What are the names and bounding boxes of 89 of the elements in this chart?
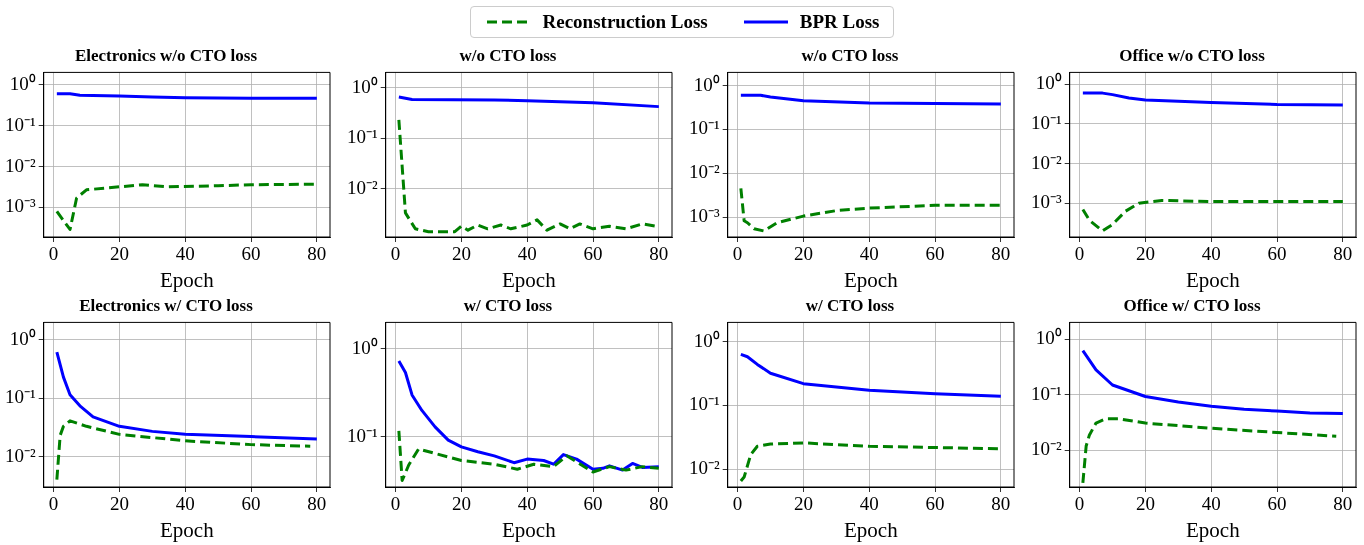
x-tick-label: 80	[307, 243, 327, 265]
x-axis-title: Epoch	[502, 517, 557, 542]
x-axis-title: Epoch	[1186, 517, 1241, 542]
x-tick-label: 60	[925, 243, 945, 265]
x-tick-label: 20	[793, 493, 813, 515]
y-tick-label: 10⁰	[9, 72, 36, 94]
y-tick-label: 10⁻¹	[346, 126, 378, 148]
y-tick-label: 10⁻³	[1030, 191, 1062, 213]
x-tick-label: 80	[649, 243, 669, 265]
y-tick-label: 10⁻²	[1030, 438, 1062, 460]
y-tick-label: 10⁻²	[4, 154, 36, 176]
legend-label: BPR Loss	[799, 11, 880, 33]
y-tick-label: 10⁰	[1035, 72, 1062, 94]
x-tick-label: 0	[1074, 243, 1085, 265]
chart-title: Electronics w/ CTO loss	[79, 295, 254, 315]
x-tick-label: 20	[1135, 243, 1155, 265]
y-tick-label: 10⁰	[351, 336, 378, 358]
y-tick-label: 10⁻¹	[1030, 111, 1062, 133]
x-tick-label: 40	[1201, 493, 1221, 515]
x-tick-label: 0	[390, 493, 401, 515]
x-tick-label: 20	[109, 243, 129, 265]
x-tick-label: 40	[859, 493, 879, 515]
x-tick-label: 60	[241, 493, 261, 515]
y-tick-label: 10⁻¹	[346, 424, 378, 446]
x-axis-title: Epoch	[844, 267, 899, 292]
chart-title: Electronics w/o CTO loss	[74, 45, 258, 65]
y-tick-label: 10⁻²	[688, 457, 720, 479]
chart-title: Office w/o CTO loss	[1119, 45, 1266, 65]
chart-title: Office w/ CTO loss	[1123, 295, 1261, 315]
x-axis-title: Epoch	[844, 517, 899, 542]
x-tick-label: 20	[451, 243, 471, 265]
y-tick-label: 10⁻²	[688, 161, 720, 183]
y-tick-label: 10⁻¹	[4, 113, 36, 135]
line-series	[1081, 417, 1338, 485]
y-tick-label: 10⁻³	[4, 195, 36, 217]
x-tick-label: 80	[649, 493, 669, 515]
x-tick-label: 0	[1074, 493, 1085, 515]
x-tick-label: 60	[925, 493, 945, 515]
y-tick-label: 10⁻³	[688, 205, 720, 227]
line-series	[55, 419, 312, 482]
line-series	[397, 429, 661, 482]
x-tick-label: 0	[732, 493, 743, 515]
x-tick-label: 20	[793, 243, 813, 265]
x-tick-label: 80	[307, 493, 327, 515]
x-tick-label: 60	[583, 493, 603, 515]
legend-label: Reconstruction Loss	[542, 11, 708, 33]
y-tick-label: 10⁰	[693, 73, 720, 95]
x-tick-label: 20	[451, 493, 471, 515]
x-axis-title: Epoch	[502, 267, 557, 292]
x-axis-title: Epoch	[1186, 267, 1241, 292]
x-tick-label: 40	[175, 493, 195, 515]
x-tick-label: 0	[48, 243, 59, 265]
line-series	[739, 186, 1003, 233]
y-tick-label: 10⁻¹	[688, 117, 720, 139]
x-tick-label: 60	[1267, 243, 1287, 265]
x-tick-label: 60	[241, 243, 261, 265]
y-tick-label: 10⁻²	[346, 176, 378, 198]
x-tick-label: 20	[1135, 493, 1155, 515]
x-tick-label: 40	[859, 243, 879, 265]
x-tick-label: 40	[1201, 243, 1221, 265]
x-tick-label: 40	[517, 493, 537, 515]
x-tick-label: 0	[390, 243, 401, 265]
chart-title: w/ CTO loss	[463, 295, 553, 315]
chart-title: w/ CTO loss	[805, 295, 895, 315]
y-tick-label: 10⁻²	[1030, 151, 1062, 173]
chart-title: w/o CTO loss	[459, 45, 557, 65]
line-series	[1081, 198, 1345, 233]
y-tick-label: 10⁰	[351, 75, 378, 97]
y-tick-label: 10⁻¹	[1030, 382, 1062, 404]
x-tick-label: 80	[1333, 243, 1353, 265]
x-axis-title: Epoch	[160, 267, 215, 292]
x-tick-label: 40	[517, 243, 537, 265]
x-tick-label: 80	[991, 243, 1011, 265]
y-tick-label: 10⁰	[9, 327, 36, 349]
x-tick-label: 80	[991, 493, 1011, 515]
x-tick-label: 60	[583, 243, 603, 265]
chart-title: w/o CTO loss	[801, 45, 899, 65]
x-tick-label: 40	[175, 243, 195, 265]
y-tick-label: 10⁻²	[4, 444, 36, 466]
x-axis-title: Epoch	[160, 517, 215, 542]
x-tick-label: 80	[1333, 493, 1353, 515]
x-tick-label: 0	[732, 243, 743, 265]
y-tick-label: 10⁻¹	[688, 393, 720, 415]
x-tick-label: 60	[1267, 493, 1287, 515]
y-tick-label: 10⁰	[1035, 327, 1062, 349]
x-tick-label: 20	[109, 493, 129, 515]
y-tick-label: 10⁰	[693, 329, 720, 351]
x-tick-label: 0	[48, 493, 59, 515]
y-tick-label: 10⁻¹	[4, 386, 36, 408]
